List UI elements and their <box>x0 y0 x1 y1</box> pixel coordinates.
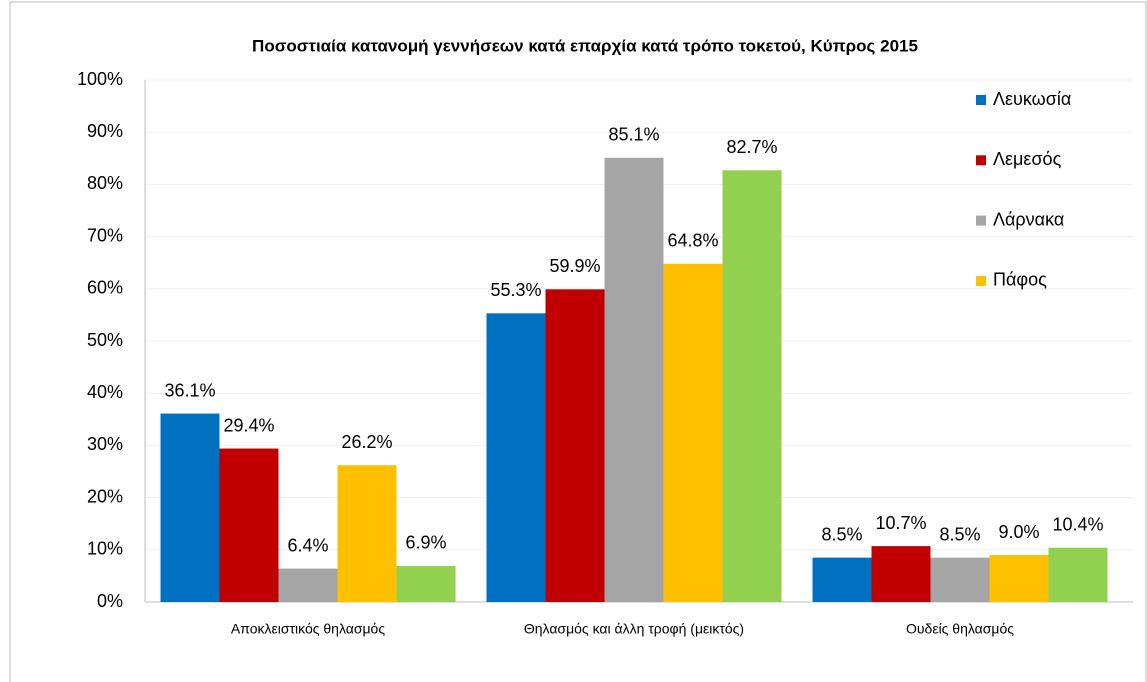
bar <box>871 546 931 602</box>
bar <box>604 157 664 602</box>
bar <box>1048 547 1108 602</box>
data-label: 10.7% <box>875 513 926 533</box>
data-label: 8.5% <box>821 524 862 544</box>
chart-title: Ποσοστιαία κατανομή γεννήσεων κατά επαρχ… <box>252 36 918 55</box>
bar <box>545 289 605 602</box>
legend-swatch <box>976 275 986 286</box>
y-tick-label: 50% <box>87 330 123 350</box>
data-label: 8.5% <box>939 524 980 544</box>
bar <box>337 465 397 602</box>
legend-swatch <box>976 215 986 226</box>
bar <box>396 565 456 602</box>
data-label: 26.2% <box>341 432 392 452</box>
data-label: 55.3% <box>490 280 541 300</box>
bar <box>160 413 220 602</box>
y-tick-label: 30% <box>87 434 123 454</box>
y-tick-label: 80% <box>87 173 123 193</box>
legend-label: Λάρνακα <box>993 209 1064 229</box>
legend-label: Λευκωσία <box>993 89 1071 109</box>
chart-border <box>9 1 1147 682</box>
legend-swatch <box>976 95 986 105</box>
x-tick-label: Αποκλειστικός θηλασμός <box>231 621 385 637</box>
data-label: 29.4% <box>223 415 274 435</box>
bar <box>278 568 338 602</box>
data-label: 59.9% <box>549 256 600 276</box>
bar <box>930 557 990 602</box>
data-label: 36.1% <box>164 380 215 400</box>
data-label: 6.4% <box>287 535 328 555</box>
bar <box>722 170 782 602</box>
data-label: 82.7% <box>726 137 777 157</box>
data-label: 64.8% <box>667 230 718 250</box>
legend-swatch <box>976 155 986 166</box>
bar <box>219 448 279 602</box>
y-tick-label: 20% <box>87 486 123 506</box>
x-tick-label: Ουδείς θηλασμός <box>906 621 1014 637</box>
y-tick-label: 90% <box>87 121 123 141</box>
legend-label: Λεμεσός <box>993 149 1062 169</box>
data-label: 10.4% <box>1052 514 1103 534</box>
y-tick-label: 10% <box>87 539 123 559</box>
y-tick-label: 100% <box>77 69 123 89</box>
y-tick-label: 60% <box>87 278 123 298</box>
data-label: 9.0% <box>998 522 1039 542</box>
bar <box>989 555 1049 602</box>
data-label: 6.9% <box>405 533 446 553</box>
x-tick-label: Θηλασμός και άλλη τροφή (μεικτός) <box>524 621 744 637</box>
data-label: 85.1% <box>608 125 659 145</box>
bar <box>812 557 872 602</box>
bar <box>663 263 723 602</box>
y-tick-label: 70% <box>87 225 123 245</box>
y-tick-label: 40% <box>87 382 123 402</box>
y-tick-label: 0% <box>97 591 123 611</box>
legend-label: Πάφος <box>993 270 1047 290</box>
bar <box>486 313 546 602</box>
